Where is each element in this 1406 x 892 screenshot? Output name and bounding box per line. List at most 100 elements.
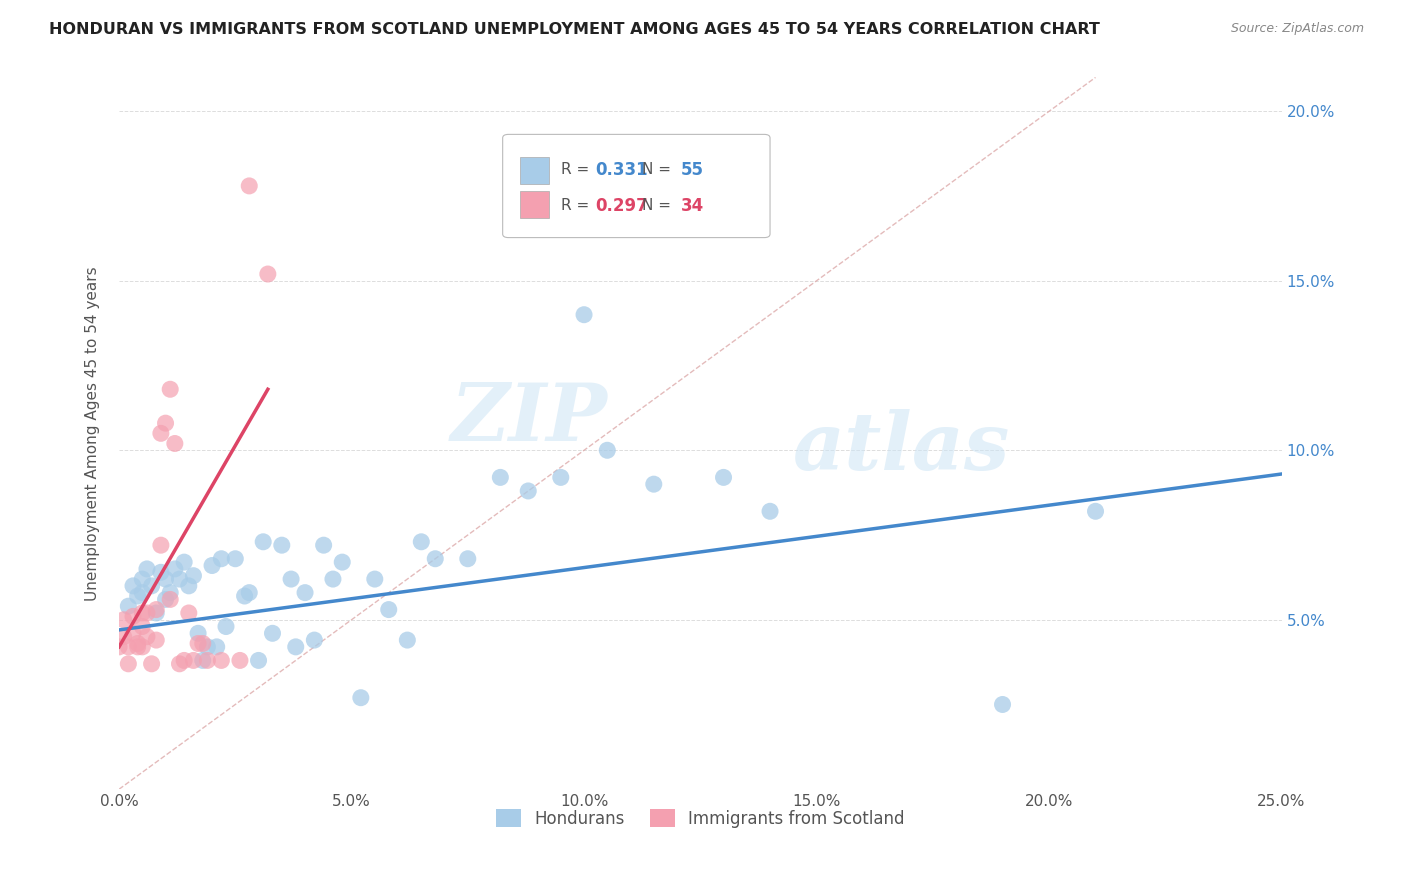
- Point: [136, 562, 159, 576]
- Point: [304, 633, 326, 648]
- Point: [169, 657, 191, 671]
- Point: [197, 640, 219, 654]
- Point: [127, 589, 149, 603]
- Point: [1084, 504, 1107, 518]
- Point: [284, 640, 307, 654]
- FancyBboxPatch shape: [520, 157, 550, 185]
- Point: [173, 555, 195, 569]
- Point: [201, 558, 224, 573]
- Point: [280, 572, 302, 586]
- Text: R =: R =: [561, 162, 593, 178]
- Point: [294, 585, 316, 599]
- Point: [209, 551, 232, 566]
- Point: [131, 585, 153, 599]
- Point: [177, 579, 200, 593]
- Point: [643, 477, 665, 491]
- Point: [550, 470, 572, 484]
- Point: [187, 626, 209, 640]
- Text: Source: ZipAtlas.com: Source: ZipAtlas.com: [1230, 22, 1364, 36]
- Point: [127, 636, 149, 650]
- Point: [229, 653, 252, 667]
- Point: [149, 538, 172, 552]
- Legend: Hondurans, Immigrants from Scotland: Hondurans, Immigrants from Scotland: [489, 803, 911, 834]
- Point: [489, 470, 512, 484]
- Point: [238, 178, 260, 193]
- Point: [149, 566, 172, 580]
- Point: [425, 551, 447, 566]
- Point: [163, 436, 186, 450]
- Point: [136, 630, 159, 644]
- Point: [197, 653, 219, 667]
- Point: [173, 653, 195, 667]
- Point: [112, 630, 135, 644]
- Text: R =: R =: [561, 198, 593, 213]
- Point: [224, 551, 246, 566]
- Point: [991, 698, 1014, 712]
- Point: [131, 619, 153, 633]
- Point: [169, 572, 191, 586]
- Text: ZIP: ZIP: [450, 380, 607, 458]
- Point: [364, 572, 387, 586]
- Y-axis label: Unemployment Among Ages 45 to 54 years: Unemployment Among Ages 45 to 54 years: [86, 266, 100, 600]
- Point: [713, 470, 735, 484]
- Text: N =: N =: [643, 162, 676, 178]
- Text: HONDURAN VS IMMIGRANTS FROM SCOTLAND UNEMPLOYMENT AMONG AGES 45 TO 54 YEARS CORR: HONDURAN VS IMMIGRANTS FROM SCOTLAND UNE…: [49, 22, 1099, 37]
- Point: [131, 640, 153, 654]
- Point: [205, 640, 228, 654]
- Text: 0.297: 0.297: [596, 196, 648, 215]
- Point: [247, 653, 270, 667]
- Point: [117, 640, 139, 654]
- Point: [215, 619, 238, 633]
- Point: [149, 426, 172, 441]
- Point: [191, 653, 214, 667]
- Point: [145, 633, 167, 648]
- Point: [377, 602, 399, 616]
- Point: [457, 551, 479, 566]
- Point: [122, 626, 145, 640]
- Point: [117, 599, 139, 614]
- Point: [131, 572, 153, 586]
- Point: [159, 382, 181, 396]
- Point: [187, 636, 209, 650]
- Point: [411, 534, 433, 549]
- FancyBboxPatch shape: [520, 191, 550, 219]
- Point: [145, 602, 167, 616]
- Point: [155, 416, 177, 430]
- Point: [517, 483, 540, 498]
- Point: [596, 443, 619, 458]
- Point: [122, 579, 145, 593]
- Point: [262, 626, 284, 640]
- Point: [112, 613, 135, 627]
- Text: atlas: atlas: [793, 409, 1011, 486]
- Point: [136, 606, 159, 620]
- Text: 0.331: 0.331: [596, 161, 648, 179]
- Text: 34: 34: [681, 196, 704, 215]
- Point: [177, 606, 200, 620]
- Point: [252, 534, 274, 549]
- Point: [127, 640, 149, 654]
- Point: [330, 555, 353, 569]
- Text: 55: 55: [681, 161, 703, 179]
- Point: [209, 653, 232, 667]
- Point: [155, 592, 177, 607]
- Point: [257, 267, 280, 281]
- FancyBboxPatch shape: [503, 135, 770, 237]
- Point: [191, 636, 214, 650]
- Point: [183, 568, 205, 582]
- Point: [759, 504, 782, 518]
- Point: [233, 589, 256, 603]
- Point: [238, 585, 260, 599]
- Point: [145, 606, 167, 620]
- Point: [159, 585, 181, 599]
- Point: [108, 640, 131, 654]
- Point: [155, 572, 177, 586]
- Point: [322, 572, 344, 586]
- Point: [122, 609, 145, 624]
- Point: [141, 579, 163, 593]
- Point: [572, 308, 595, 322]
- Point: [117, 657, 139, 671]
- Text: N =: N =: [643, 198, 676, 213]
- Point: [141, 657, 163, 671]
- Point: [396, 633, 419, 648]
- Point: [270, 538, 292, 552]
